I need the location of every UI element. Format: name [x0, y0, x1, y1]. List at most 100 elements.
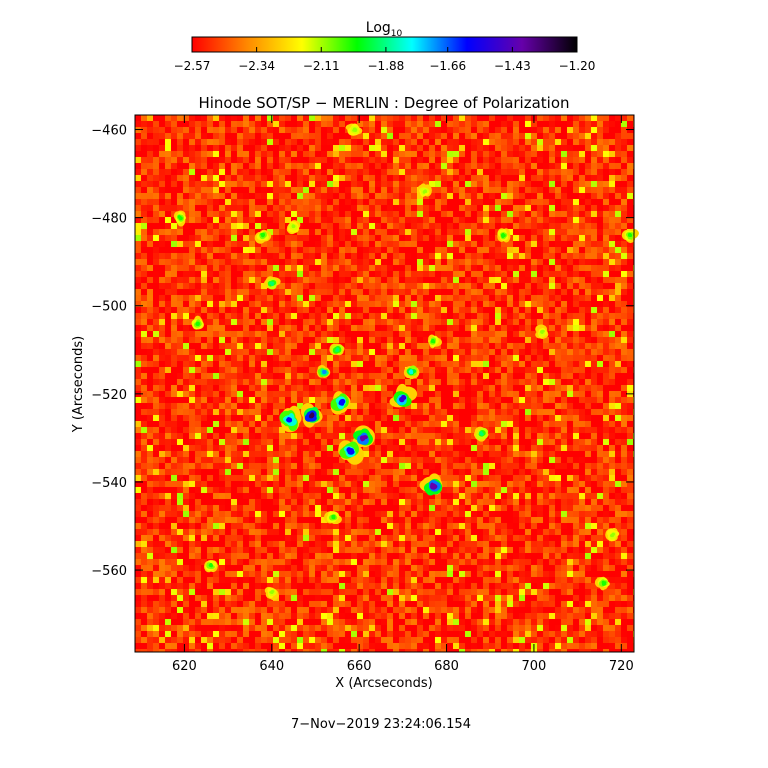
heatmap-cell [315, 145, 321, 151]
heatmap-cell [621, 241, 627, 247]
heatmap-cell [333, 187, 339, 193]
heatmap-cell [537, 355, 543, 361]
heatmap-cell [573, 127, 579, 133]
heatmap-cell [153, 415, 159, 421]
heatmap-cell [519, 277, 525, 283]
heatmap-cell [531, 409, 537, 415]
heatmap-cell [447, 229, 453, 235]
heatmap-cell [537, 133, 543, 139]
heatmap-cell [255, 343, 261, 349]
heatmap-cell [339, 319, 345, 325]
heatmap-cell [387, 283, 393, 289]
heatmap-cell [339, 301, 345, 307]
heatmap-cell [297, 463, 303, 469]
heatmap-cell [459, 367, 465, 373]
heatmap-cell [249, 331, 255, 337]
heatmap-cell [255, 355, 261, 361]
heatmap-cell [243, 163, 249, 169]
heatmap-cell [483, 193, 489, 199]
heatmap-cell [297, 229, 303, 235]
heatmap-cell [609, 343, 615, 349]
heatmap-cell [351, 307, 357, 313]
heatmap-cell [249, 367, 255, 373]
heatmap-cell [621, 409, 627, 415]
heatmap-cell [483, 403, 489, 409]
heatmap-cell [153, 121, 159, 127]
heatmap-cell [375, 379, 381, 385]
heatmap-cell [453, 289, 459, 295]
heatmap-cell [549, 427, 555, 433]
heatmap-cell [189, 289, 195, 295]
heatmap-cell [447, 265, 453, 271]
heatmap-cell [501, 217, 507, 223]
heatmap-cell [507, 157, 513, 163]
heatmap-cell [561, 157, 567, 163]
heatmap-cell [609, 169, 615, 175]
heatmap-cell [609, 295, 615, 301]
heatmap-cell [267, 445, 273, 451]
heatmap-cell [531, 337, 537, 343]
heatmap-cell [315, 157, 321, 163]
heatmap-cell [507, 127, 513, 133]
heatmap-cell [489, 301, 495, 307]
heatmap-cell [429, 193, 435, 199]
heatmap-cell [207, 187, 213, 193]
heatmap-cell [369, 193, 375, 199]
heatmap-cell [447, 433, 453, 439]
heatmap-cell [231, 259, 237, 265]
heatmap-cell [213, 427, 219, 433]
heatmap-cell [531, 175, 537, 181]
heatmap-cell [555, 331, 561, 337]
heatmap-cell [591, 211, 597, 217]
heatmap-cell [267, 175, 273, 181]
heatmap-cell [249, 289, 255, 295]
heatmap-cell [513, 421, 519, 427]
heatmap-cell [363, 259, 369, 265]
heatmap-cell [321, 313, 327, 319]
heatmap-cell [453, 337, 459, 343]
heatmap-cell [393, 289, 399, 295]
heatmap-cell [387, 187, 393, 193]
heatmap-cell [561, 127, 567, 133]
heatmap-cell [591, 193, 597, 199]
heatmap-cell [495, 271, 501, 277]
heatmap-cell [435, 247, 441, 253]
heatmap-cell [321, 307, 327, 313]
heatmap-cell [525, 451, 531, 457]
heatmap-cell [177, 313, 183, 319]
heatmap-cell [399, 325, 405, 331]
heatmap-cell [447, 169, 453, 175]
heatmap-cell [519, 439, 525, 445]
heatmap-cell [135, 457, 141, 463]
heatmap-cell [435, 277, 441, 283]
heatmap-cell [339, 355, 345, 361]
heatmap-cell [321, 169, 327, 175]
heatmap-cell [495, 331, 501, 337]
heatmap-cell [435, 415, 441, 421]
heatmap-cell [453, 241, 459, 247]
heatmap-cell [579, 151, 585, 157]
heatmap-cell [405, 379, 411, 385]
heatmap-cell [555, 337, 561, 343]
heatmap-cell [297, 139, 303, 145]
heatmap-cell [591, 331, 597, 337]
heatmap-cell [171, 313, 177, 319]
heatmap-cell [303, 199, 309, 205]
heatmap-cell [501, 139, 507, 145]
heatmap-cell [309, 217, 315, 223]
heatmap-cell [621, 253, 627, 259]
heatmap-cell [453, 373, 459, 379]
heatmap-cell [399, 181, 405, 187]
heatmap-cell [621, 415, 627, 421]
heatmap-cell [327, 409, 333, 415]
heatmap-cell [393, 235, 399, 241]
heatmap-cell [147, 415, 153, 421]
heatmap-cell [327, 337, 333, 343]
heatmap-cell [465, 277, 471, 283]
heatmap-cell [375, 373, 381, 379]
heatmap-cell [339, 115, 345, 121]
heatmap-cell [555, 163, 561, 169]
heatmap-cell [363, 331, 369, 337]
heatmap-cell [537, 169, 543, 175]
heatmap-cell [333, 163, 339, 169]
